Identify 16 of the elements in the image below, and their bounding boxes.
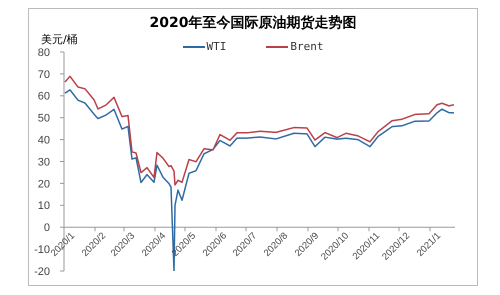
line-series	[64, 76, 455, 186]
y-tick-label: 70	[38, 68, 50, 81]
y-tick-label: 10	[38, 200, 50, 212]
legend-label: WTI	[206, 40, 226, 53]
y-tick-label: 30	[38, 156, 50, 168]
y-tick-label: 40	[38, 134, 50, 147]
y-tick-label: 20	[38, 178, 50, 190]
y-tick-label: 80	[38, 46, 50, 59]
y-tick-label: 0	[44, 222, 50, 234]
y-tick-label: 60	[38, 90, 50, 103]
chart-title: 2020年至今国际原油期货走势图	[148, 14, 358, 32]
y-tick-label: -10	[34, 244, 50, 256]
legend-label: Brent	[289, 40, 324, 53]
y-tick-label: 50	[38, 112, 50, 125]
y-axis-title: 美元/桶	[41, 32, 78, 47]
y-tick-label: -20	[34, 266, 50, 278]
